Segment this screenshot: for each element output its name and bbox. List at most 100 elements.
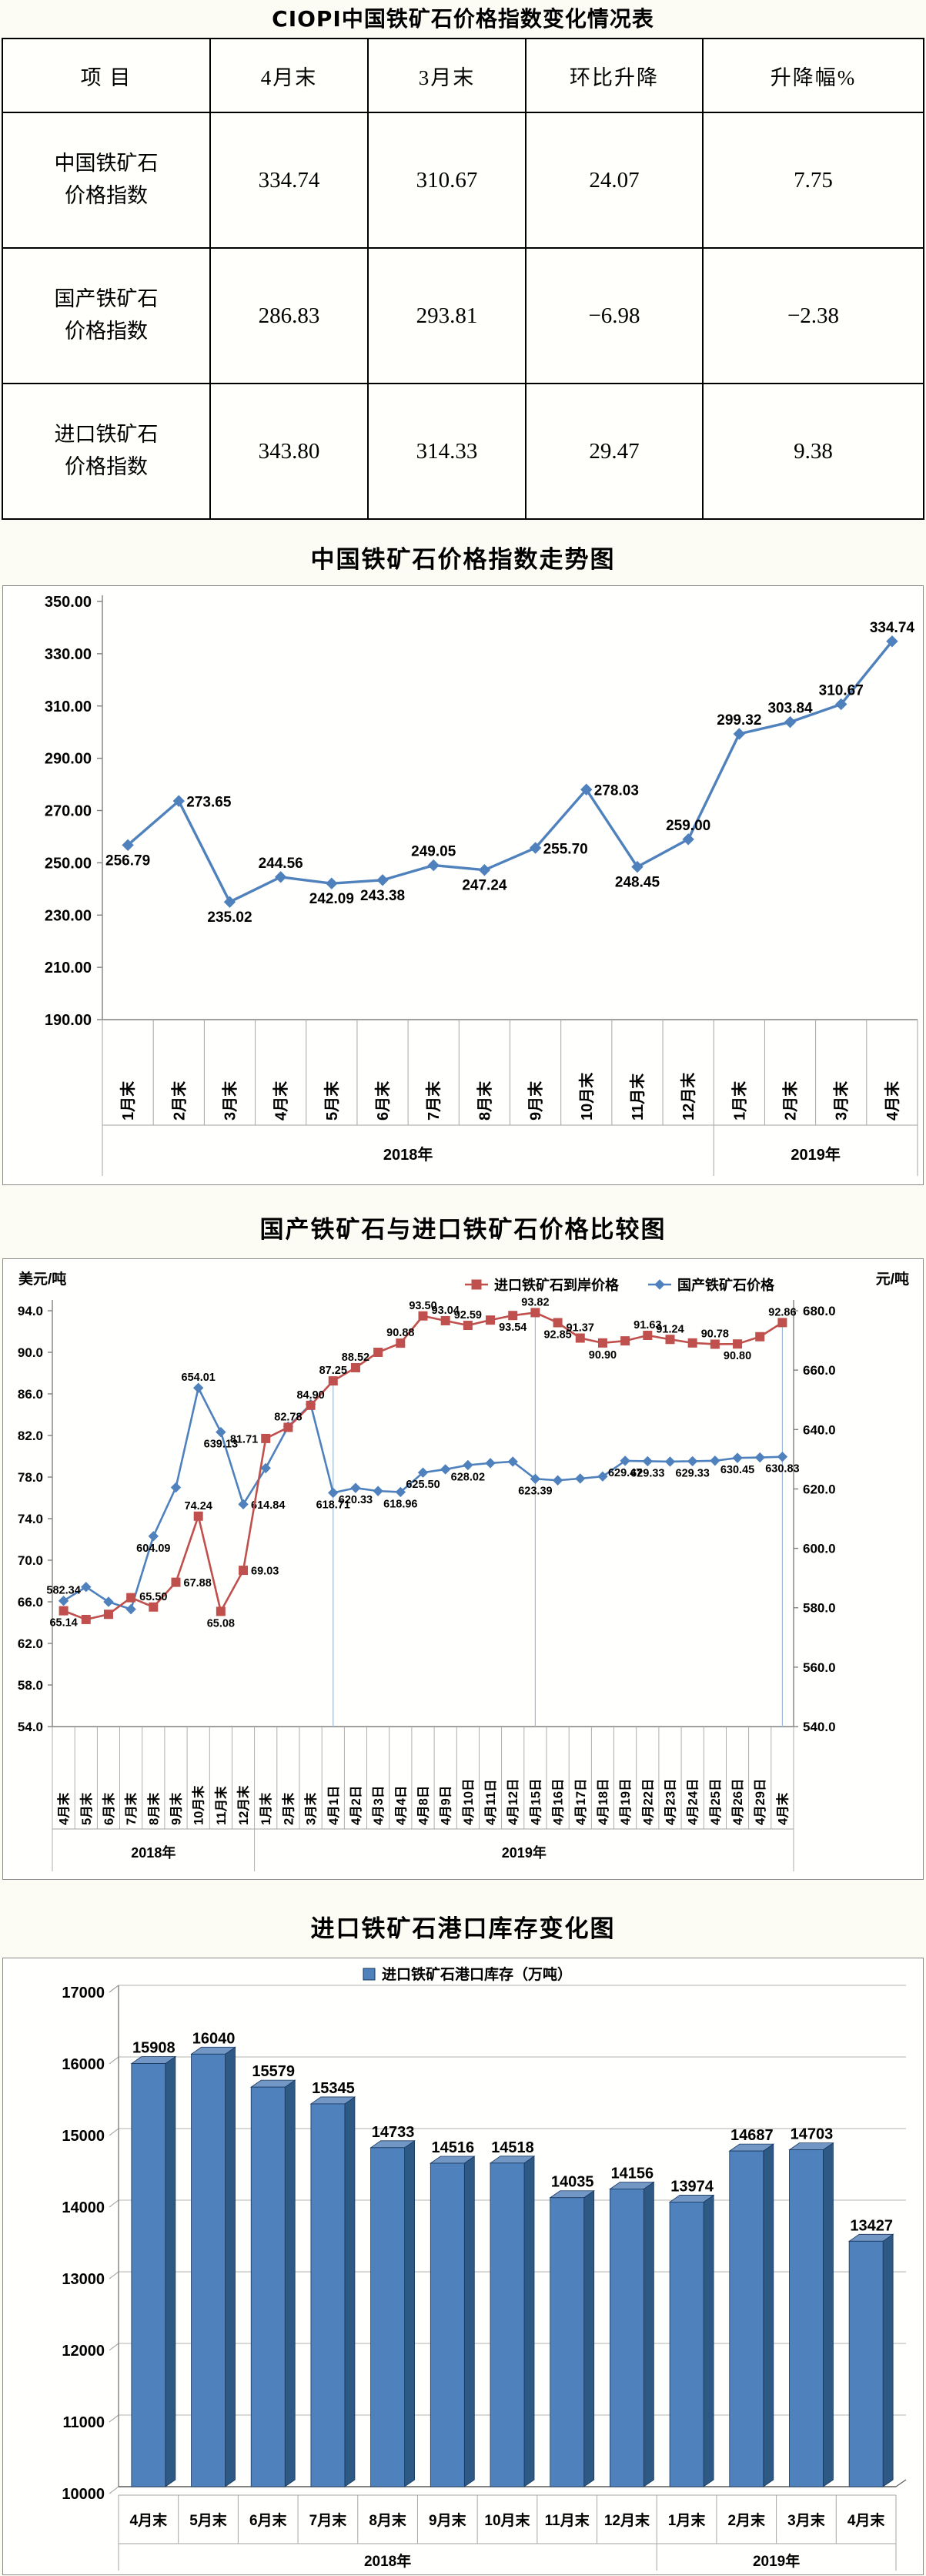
- data-point-label: 93.50: [409, 1300, 436, 1312]
- bar: [191, 2053, 226, 2487]
- data-point-label: 259.00: [666, 818, 710, 834]
- data-point-marker: [373, 1348, 383, 1357]
- data-point-label: 256.79: [105, 853, 150, 869]
- x-axis-tick-label: 4月26日: [730, 1778, 745, 1825]
- data-point-label: 249.05: [411, 844, 456, 860]
- data-point-marker: [664, 1456, 676, 1467]
- left-axis-tick-label: 62.0: [18, 1636, 43, 1651]
- table-cell: 9.38: [702, 383, 924, 520]
- data-point-label: 629.33: [630, 1467, 664, 1479]
- x-axis-tick-label: 4月16日: [551, 1778, 566, 1825]
- bar-side-face: [523, 2156, 535, 2487]
- data-point-label: 93.54: [499, 1321, 527, 1334]
- bar: [310, 2103, 346, 2487]
- data-point-marker: [261, 1433, 271, 1443]
- data-point-marker: [732, 1452, 743, 1463]
- y-axis-tick-label: 190.00: [45, 1012, 92, 1029]
- year-group-label: 2018年: [131, 1844, 176, 1861]
- data-point-label: 235.02: [207, 909, 252, 926]
- x-axis-tick-label: 4月3日: [371, 1786, 386, 1825]
- data-point-marker: [552, 1475, 563, 1486]
- left-axis-tick-label: 86.0: [18, 1387, 43, 1402]
- y-axis-tick-label: 16000: [62, 2056, 105, 2073]
- left-axis-tick-label: 74.0: [18, 1512, 43, 1526]
- x-axis-tick-label: 9月末: [527, 1080, 545, 1121]
- data-point-label: 255.70: [543, 841, 588, 857]
- x-axis-tick-label: 2月末: [170, 1080, 188, 1121]
- left-axis-tick-label: 94.0: [18, 1304, 43, 1318]
- data-point-marker: [193, 1511, 203, 1521]
- data-point-label: 618.96: [383, 1498, 417, 1510]
- legend-item-label: 国产铁矿石价格: [677, 1277, 775, 1293]
- data-point-marker: [373, 1486, 383, 1496]
- data-point-label: 65.08: [207, 1617, 235, 1630]
- data-point-marker: [350, 1482, 361, 1493]
- x-axis-tick-label: 1月末: [730, 1080, 748, 1121]
- x-axis-tick-label: 4月12日: [506, 1778, 520, 1825]
- bar-value-label: 13974: [670, 2178, 714, 2195]
- y-axis-3d-tick: [109, 2056, 119, 2065]
- bar-value-label: 15345: [312, 2080, 355, 2097]
- bar-value-label: 16040: [192, 2030, 236, 2047]
- bar: [729, 2150, 764, 2487]
- row-label: 中国铁矿石 价格指数: [2, 112, 211, 249]
- series-line-import: [63, 1311, 784, 1621]
- legend-item-label: 进口铁矿石到岸价格: [494, 1277, 620, 1293]
- x-axis-tick-label: 4月11日: [483, 1779, 498, 1825]
- x-axis-tick-label: 7月末: [309, 2511, 348, 2529]
- data-point-marker: [122, 839, 134, 852]
- data-point-label: 273.65: [186, 794, 232, 810]
- left-axis-tick-label: 54.0: [18, 1720, 43, 1734]
- series-line-domestic: [62, 1386, 783, 1610]
- x-axis-tick-label: 8月末: [476, 1080, 493, 1121]
- x-axis-tick-label: 4月24日: [686, 1778, 700, 1825]
- y-axis-3d-tick: [109, 2199, 119, 2208]
- x-axis-tick-label: 11月末: [213, 1786, 229, 1825]
- data-point-marker: [507, 1456, 518, 1467]
- x-axis-tick-label: 11月末: [545, 2511, 590, 2529]
- data-point-marker: [328, 1376, 338, 1386]
- x-axis-tick-label: 3月末: [833, 1080, 851, 1121]
- bar-value-label: 14516: [431, 2139, 474, 2156]
- y-axis-3d-tick: [109, 2271, 119, 2280]
- data-point-label: 90.80: [724, 1350, 751, 1362]
- data-point-marker: [485, 1458, 496, 1469]
- data-point-marker: [777, 1451, 788, 1462]
- left-axis-unit: 美元/吨: [18, 1270, 66, 1288]
- trend-chart-canvas: 190.00 210.00 230.00 250.00 270.00 290.00 310.…: [2, 585, 924, 1185]
- table-header-cell: 环比升降: [525, 38, 704, 113]
- x-axis-tick-label: 2月末: [782, 1080, 800, 1121]
- floor-side-edge: [895, 2479, 907, 2487]
- y-axis-tick-label: 350.00: [45, 594, 92, 611]
- data-point-label: 623.39: [518, 1485, 552, 1497]
- y-axis-tick-label: 230.00: [45, 907, 92, 924]
- x-axis-tick-label: 3月末: [303, 1792, 319, 1825]
- bar: [131, 2063, 166, 2487]
- data-point-label: 91.37: [567, 1322, 594, 1335]
- data-point-marker: [597, 1471, 608, 1482]
- data-point-label: 620.33: [339, 1494, 373, 1506]
- data-point-label: 630.83: [765, 1463, 799, 1476]
- data-point-marker: [575, 1473, 586, 1484]
- data-point-marker: [597, 1338, 607, 1348]
- data-point-label: 630.45: [720, 1464, 754, 1476]
- data-point-label: 299.32: [717, 712, 761, 729]
- data-point-marker: [170, 1482, 182, 1493]
- x-axis-tick-label: 1月末: [668, 2511, 707, 2529]
- data-point-marker: [733, 728, 746, 740]
- x-axis-tick-label: 4月18日: [596, 1778, 610, 1825]
- data-point-label: 242.09: [309, 891, 354, 907]
- bar-value-label: 13427: [850, 2217, 893, 2234]
- data-point-marker: [529, 842, 542, 854]
- data-point-label: 310.67: [819, 682, 864, 698]
- y-axis-tick-label: 290.00: [45, 751, 92, 768]
- bar: [609, 2189, 644, 2487]
- data-point-marker: [103, 1610, 113, 1620]
- data-point-label: 65.14: [49, 1617, 77, 1630]
- data-point-label: 67.88: [184, 1577, 212, 1589]
- x-axis-tick-label: 6月末: [374, 1080, 392, 1121]
- legend-item-label: 进口铁矿石港口库存（万吨）: [382, 1965, 572, 1983]
- data-point-marker: [508, 1311, 518, 1321]
- row-label: 进口铁矿石 价格指数: [2, 383, 211, 520]
- x-axis-tick-label: 12月末: [236, 1785, 251, 1825]
